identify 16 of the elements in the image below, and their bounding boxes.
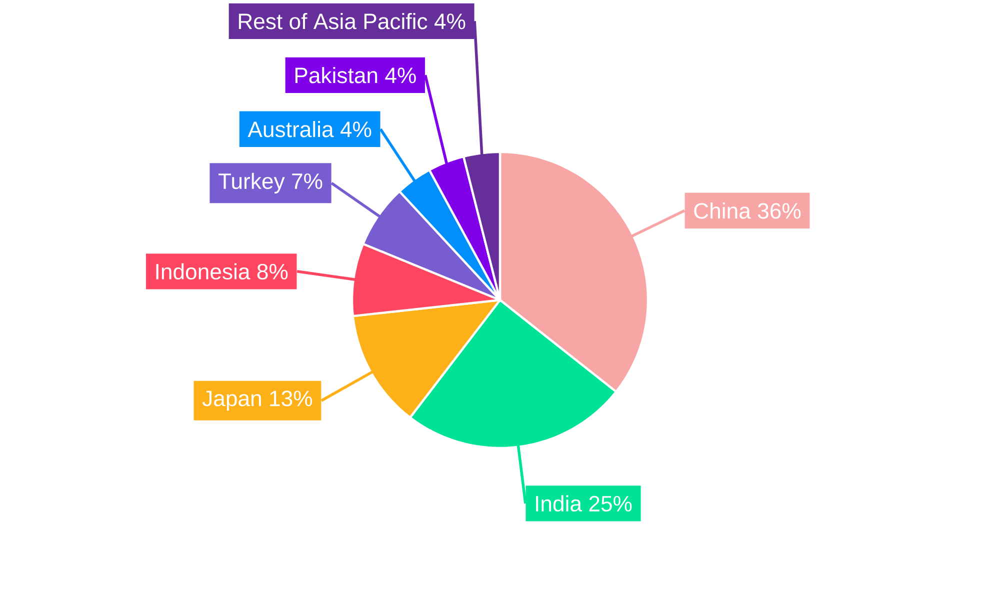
data-label: 7% (292, 173, 322, 189)
slice-label: Japan (202, 390, 261, 411)
data-label: 36% (758, 203, 801, 219)
data-label: 4% (434, 14, 466, 30)
slice-label: Indonesia (156, 263, 250, 280)
slice-label: Turkey (218, 172, 285, 194)
data-label: 13% (270, 390, 312, 406)
slice-label: Australia (248, 121, 334, 138)
data-label: 4% (340, 122, 372, 138)
slice-label: India (536, 495, 582, 512)
data-label: 25% (589, 496, 632, 512)
slice-label: China (694, 202, 751, 219)
slice-label: Pakistan (295, 67, 378, 84)
data-label: 8% (257, 264, 288, 280)
data-label: 4% (385, 68, 416, 84)
slice-label: Rest of Asia Pacific (238, 13, 428, 30)
